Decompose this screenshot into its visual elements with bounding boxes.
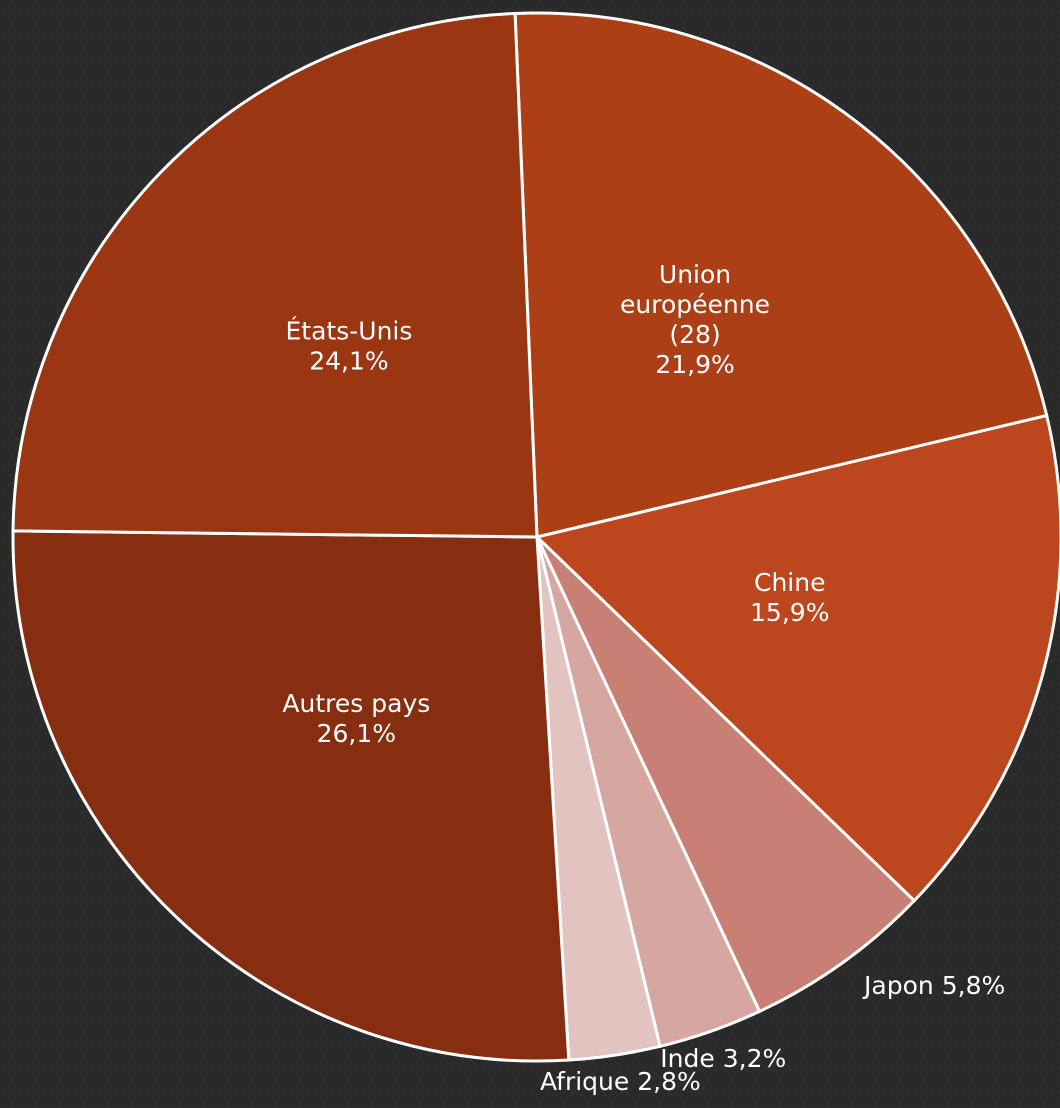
slice-label: Afrique 2,8% — [540, 1067, 701, 1096]
label-line: Chine — [754, 568, 825, 597]
label-line: Autres pays — [282, 689, 430, 718]
pie-slice — [11, 529, 571, 1063]
slice-value-label: 21,9% — [655, 350, 734, 379]
slice-value-label: 26,1% — [317, 719, 396, 748]
label-line: Union — [659, 260, 731, 289]
label-line: (28) — [669, 320, 720, 349]
slice-label: Inde 3,2% — [660, 1044, 786, 1073]
slice-value-label: 15,9% — [750, 598, 829, 627]
pie — [11, 11, 1060, 1063]
slice-value-label: 5,8% — [942, 971, 1006, 1000]
slice-category-label: Inde — [660, 1044, 714, 1073]
label-line: européenne — [620, 290, 770, 319]
slice-category-label: Union européenne (28) — [620, 260, 770, 349]
pie-slice — [533, 413, 1060, 903]
pie-slice — [11, 11, 539, 539]
pie-slice — [535, 535, 917, 1014]
slice-label: Japon 5,8% — [862, 971, 1005, 1000]
slice-category-label: Autres pays — [282, 689, 430, 718]
slice-category-label: Chine — [754, 568, 825, 597]
slice-category-label: États-Unis — [286, 317, 413, 346]
slice-value-label: 2,8% — [637, 1067, 701, 1096]
slice-category-label: Japon — [862, 971, 934, 1000]
slice-value-label: 24,1% — [309, 347, 388, 376]
pie-slice — [513, 11, 1049, 539]
label-line: États-Unis — [286, 317, 413, 346]
slice-category-label: Afrique — [540, 1067, 629, 1096]
slice-value-label: 3,2% — [723, 1044, 787, 1073]
